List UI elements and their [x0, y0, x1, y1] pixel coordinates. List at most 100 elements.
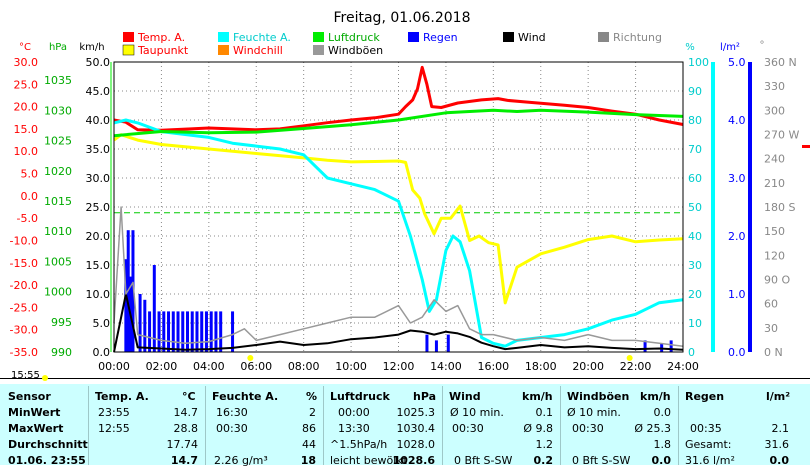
rain-bar [167, 311, 171, 352]
cur-press-value: 1028.6 [392, 454, 435, 467]
weather-chart: Freitag, 01.06.2018 Temp. A. Taupunkt Fe… [10, 10, 810, 373]
x-tick-label: 22:00 [620, 360, 652, 373]
row-max-label: MaxWert [8, 422, 64, 435]
min-hum-time: 16:30 [216, 406, 248, 419]
tick-label-temp: 20.0 [14, 101, 39, 114]
legend-humidity: Feuchte A. [218, 31, 291, 44]
svg-text:Feuchte A.: Feuchte A. [233, 31, 291, 44]
rain-bar [190, 311, 194, 352]
tick-label-humidity: 40 [688, 230, 702, 243]
series-lines [113, 65, 684, 353]
cur-rain-total: 31.6 l/m² [685, 454, 735, 467]
rain-bar [434, 340, 438, 352]
tick-label-wind: 45.0 [86, 85, 111, 98]
rain-bar [669, 340, 673, 352]
tick-label-temp: -20.0 [10, 279, 38, 292]
tick-label-pressure: 1015 [44, 195, 72, 208]
rain-bar [152, 265, 156, 352]
x-tick-label: 14:00 [430, 360, 462, 373]
min-gust-time: Ø 10 min. [567, 406, 621, 419]
min-hum-value: 2 [309, 406, 316, 419]
tick-label-wind: 30.0 [86, 172, 111, 185]
max-hum-value: 86 [302, 422, 316, 435]
max-temp-value: 28.8 [173, 422, 199, 435]
tick-label-direction: 0 N [764, 346, 783, 359]
tick-label-direction: 240 [764, 153, 785, 166]
min-temp-value: 14.7 [173, 406, 199, 419]
tick-label-wind: 40.0 [86, 114, 111, 127]
x-tick-label: 10:00 [335, 360, 367, 373]
rain-bar [162, 311, 166, 352]
legend-dewpoint: Taupunkt [122, 44, 189, 57]
legend-wind: Wind [503, 31, 546, 44]
tick-label-direction: 360 N [764, 56, 797, 69]
max-rain-value: 2.1 [771, 422, 790, 435]
chart-title: Freitag, 01.06.2018 [334, 10, 471, 26]
max-wind-value: Ø 9.8 [523, 422, 553, 435]
rain-bar [446, 334, 450, 352]
legend-rain: Regen [408, 31, 458, 44]
x-tick-label: 12:00 [383, 360, 415, 373]
plot-frame [110, 61, 752, 353]
unit-direction: ° [760, 40, 765, 51]
unit-wind: km/h [79, 42, 104, 53]
svg-text:Luftdruck: Luftdruck [328, 31, 380, 44]
tick-label-humidity: 60 [688, 172, 702, 185]
tick-label-temp: 25.0 [14, 78, 39, 91]
header-rain: Regen [685, 390, 725, 403]
tick-label-pressure: 1020 [44, 165, 72, 178]
unit-humidity: % [685, 42, 695, 53]
tick-label-rain: 1.0 [728, 288, 746, 301]
avg-temp-value: 17.74 [166, 438, 199, 451]
svg-text:Taupunkt: Taupunkt [137, 44, 189, 57]
header-sensor: Sensor [8, 390, 51, 403]
tick-label-humidity: 50 [688, 201, 702, 214]
header-rain-unit: l/m² [766, 390, 791, 403]
tick-label-rain: 4.0 [728, 114, 746, 127]
rain-bar [200, 311, 204, 352]
x-tick-label: 20:00 [572, 360, 604, 373]
grid [113, 61, 684, 353]
tick-label-temp: 0.0 [21, 190, 39, 203]
svg-text:Temp. A.: Temp. A. [137, 31, 185, 44]
cur-gust-value: 0.0 [651, 454, 672, 467]
tick-label-wind: 15.0 [86, 259, 111, 272]
legend-temp: Temp. A. [123, 31, 185, 44]
tick-label-direction: 330 [764, 80, 785, 93]
min-press-value: 1025.3 [396, 406, 436, 419]
rain-bar [138, 294, 142, 352]
rain-bar [231, 311, 235, 352]
rain-bar [643, 340, 647, 352]
tick-label-pressure: 1035 [44, 74, 72, 87]
tick-label-direction: 300 [764, 104, 785, 117]
header-pressure-unit: hPa [413, 390, 437, 403]
sun-icon [42, 375, 48, 381]
tick-label-temp: -10.0 [10, 234, 38, 247]
rain-bar [195, 311, 199, 352]
tick-label-humidity: 70 [688, 143, 702, 156]
x-tick-label: 18:00 [525, 360, 557, 373]
row-current-label: 01.06. 23:55 [8, 454, 86, 467]
tick-label-direction: 120 [764, 249, 785, 262]
tick-label-pressure: 1000 [44, 286, 72, 299]
tick-label-wind: 25.0 [86, 201, 111, 214]
legend-pressure: Luftdruck [313, 31, 380, 44]
legend-windchill: Windchill [218, 44, 283, 57]
x-tick-label: 04:00 [193, 360, 225, 373]
tick-label-pressure: 995 [51, 316, 72, 329]
header-gust: Windböen [567, 390, 630, 403]
rain-bar [143, 299, 147, 352]
rain-bar [204, 311, 208, 352]
x-tick-label: 24:00 [667, 360, 699, 373]
tick-label-pressure: 990 [51, 346, 72, 359]
series-line [113, 206, 684, 347]
tick-label-wind: 10.0 [86, 288, 111, 301]
rain-bar [157, 311, 161, 352]
cur-weather: leicht bewölkt [330, 454, 407, 467]
tick-label-temp: 10.0 [14, 145, 39, 158]
avg-press-trend: ^1.5hPa/h [330, 438, 388, 451]
tick-label-direction: 180 S [764, 201, 795, 214]
max-gust-value: Ø 25.3 [634, 422, 671, 435]
cur-temp-value: 14.7 [170, 454, 198, 467]
sun-marker [247, 355, 254, 361]
